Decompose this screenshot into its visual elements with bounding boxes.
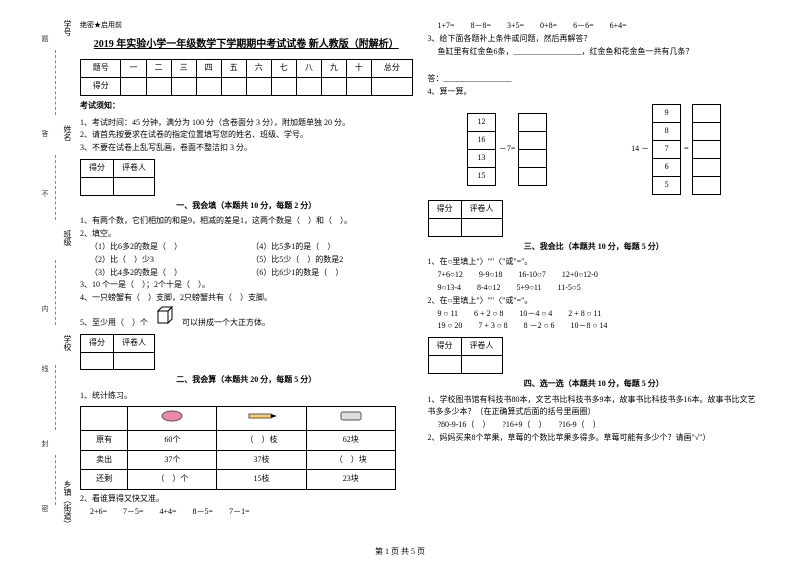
binding-label: 班级	[62, 230, 73, 246]
eraser-icon	[336, 410, 366, 422]
grader-box: 得分评卷人	[428, 200, 503, 237]
confidential-notice: 绝密★启用前	[80, 20, 413, 31]
section4-title: 四、选一选（本题共 10 分，每题 5 分）	[428, 378, 761, 391]
eq-line: 9○13-4 8-4○12 5+9○11 11-5○5	[438, 282, 761, 295]
opt: （6）比6少1的数是（ ）	[251, 267, 412, 280]
right-column: 1+7= 8－8= 3+5= 0+8= 6－6= 6+4= 3、给下面各题补上条…	[428, 20, 761, 545]
q: 2、填空。	[80, 228, 413, 241]
cube-icon	[155, 305, 175, 325]
eq-line: 7+6○12 9-9○18 16-10○7 12+0○12-0	[438, 269, 761, 282]
q: 1、在○里填上"〉""〈"或"="。	[428, 256, 761, 269]
th: 题号	[81, 60, 121, 78]
calc-diagram: 12161315 －7= 14 － 98765 =	[428, 104, 761, 195]
opt: （3）比4多2的数是（ ）	[90, 267, 251, 280]
grader-box: 得分评卷人	[428, 337, 503, 374]
notice-heading: 考试须知：	[80, 100, 413, 113]
score-summary-table: 题号 一 二 三 四 五 六 七 八 九 十 总分 得分	[80, 59, 413, 96]
notice-item: 3、不要在试卷上乱写乱画，卷面不整洁扣 3 分。	[80, 142, 413, 155]
notice-item: 2、请首先按要求在试卷的指定位置填写您的姓名、班级、学号。	[80, 129, 413, 142]
binding-label: 姓名	[62, 125, 73, 141]
binding-label: 学号	[62, 20, 73, 36]
content-columns: 绝密★启用前 2019 年实验小学一年级数学下学期期中考试试卷 新人教版（附解析…	[80, 20, 760, 545]
q: 2、看谁算得又快又准。	[80, 493, 413, 506]
stats-table: 原有60个（ ）枝62块 卖出37个37枝（ ）块 还剩（ ）个15枝23块	[80, 406, 396, 490]
binding-area: 学号 题 姓名 答 班级 不 学校 内 线 封 乡镇（街道） 密	[20, 15, 70, 525]
opt: （2）比（ ）少3	[90, 254, 251, 267]
th: 八	[296, 60, 321, 78]
th: 五	[221, 60, 246, 78]
exam-title: 2019 年实验小学一年级数学下学期期中考试试卷 新人教版（附解析）	[80, 37, 413, 53]
th: 六	[246, 60, 271, 78]
q: 1、学校图书馆有科技书80本，文艺书比科技书多9本，故事书比科技书多16本。故事…	[428, 394, 761, 420]
pencil-icon	[247, 410, 277, 422]
section1-title: 一、我会填（本题共 10 分，每题 2 分）	[80, 200, 413, 213]
opts: ?80-9-16（ ） ?16+9（ ） ?16-9（ ）	[438, 419, 761, 432]
q: 1、统计练习。	[80, 390, 413, 403]
binding-mark: 内	[40, 305, 50, 312]
th: 四	[196, 60, 221, 78]
eq-line: 1+7= 8－8= 3+5= 0+8= 6－6= 6+4=	[438, 20, 761, 33]
exam-page: 学号 题 姓名 答 班级 不 学校 内 线 封 乡镇（街道） 密 绝密★启用前 …	[0, 0, 800, 565]
notice-item: 1、考试时间：45 分钟，满分为 100 分（含卷面分 3 分），附加题单独 2…	[80, 117, 413, 130]
q: 4、一只螃蟹有（ ）支脚，2只螃蟹共有（ ）支脚。	[80, 292, 413, 305]
left-column: 绝密★启用前 2019 年实验小学一年级数学下学期期中考试试卷 新人教版（附解析…	[80, 20, 413, 545]
th: 十	[346, 60, 371, 78]
binding-mark: 答	[40, 130, 50, 137]
binding-label: 乡镇（街道）	[62, 480, 73, 525]
th: 七	[271, 60, 296, 78]
grader-box: 得分评卷人	[80, 334, 155, 371]
op: 14 －	[631, 143, 649, 156]
answer-line: 答：_________________	[428, 73, 761, 86]
binding-mark: 题	[40, 35, 50, 42]
th: 三	[171, 60, 196, 78]
sharpener-icon	[157, 410, 187, 422]
th: 九	[321, 60, 346, 78]
opt: （4）比5多1的是（ ）	[251, 241, 412, 254]
th: 一	[121, 60, 146, 78]
td: 得分	[81, 77, 121, 95]
q: 5、至少用（ ）个 可以拼成一个大正方体。	[80, 305, 413, 330]
q: 1、有两个数，它们相加的和是9，相减的差是1，这两个数是（ ）和（ ）。	[80, 215, 413, 228]
q: 4、算一算。	[428, 86, 761, 99]
opt: （1）比6多2的数是（ ）	[90, 241, 251, 254]
section2-title: 二、我会算（本题共 20 分，每题 5 分）	[80, 374, 413, 387]
section3-title: 三、我会比（本题共 10 分，每题 5 分）	[428, 241, 761, 254]
eq-line: 9 ○ 11 6 + 2 ○ 8 10－4 ○ 4 2 + 8 ○ 11	[438, 308, 761, 321]
th: 总分	[371, 60, 412, 78]
q: 3、给下面各题补上条件或问题，然后再解答？	[428, 33, 761, 46]
opt: （5）比5少（ ）的数是2	[251, 254, 412, 267]
binding-mark: 不	[40, 190, 50, 197]
binding-mark: 密	[40, 505, 50, 512]
binding-mark: 线	[40, 365, 50, 372]
binding-mark: 封	[40, 440, 50, 447]
page-footer: 第 1 页 共 5 页	[0, 546, 800, 557]
q: 2、妈妈买来8个苹果，草莓的个数比苹果多得多。草莓可能有多少个？请画"√"）	[428, 432, 761, 445]
grader-box: 得分评卷人	[80, 159, 155, 196]
eq-line: 19 ○ 20 7 + 3 ○ 8 8 －2 ○ 6 10－8 ○ 14	[438, 320, 761, 333]
eq-line: 2+6= 7－5= 4+4= 8－5= 7－1=	[90, 506, 413, 519]
q-text: 鱼缸里有红金鱼6条，_________________，红金鱼和花金鱼一共有几条…	[438, 46, 761, 59]
th: 二	[146, 60, 171, 78]
q: 3、10 个一是（ ）；2个十是（ ）。	[80, 279, 413, 292]
binding-label: 学校	[62, 335, 73, 351]
q: 2、在○里填上"〉""〈"或"="。	[428, 295, 761, 308]
